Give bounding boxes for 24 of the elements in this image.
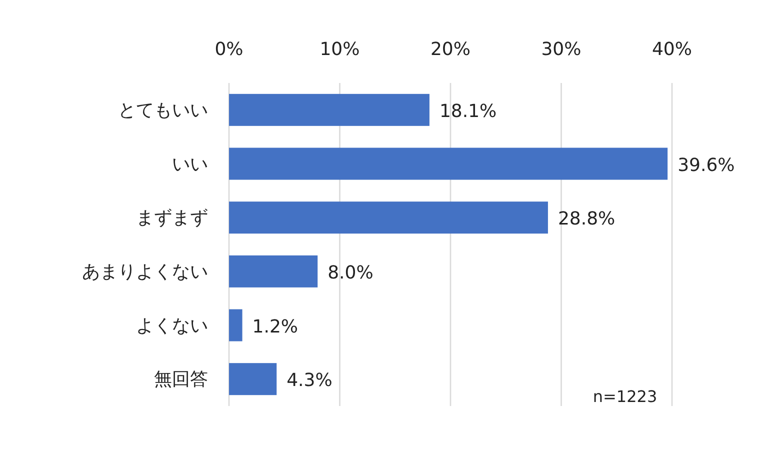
bar [229, 202, 548, 234]
data-label: 1.2% [252, 316, 298, 338]
data-label: 4.3% [286, 370, 332, 392]
x-tick-label: 30% [541, 39, 582, 60]
y-tick-label: よくない [136, 315, 208, 336]
x-tick-label: 40% [652, 39, 692, 60]
bar [229, 255, 318, 288]
data-label: 28.8% [558, 208, 616, 230]
data-label: 18.1% [439, 100, 497, 122]
data-label: 8.0% [328, 262, 374, 284]
bar [229, 363, 277, 396]
bar [229, 309, 242, 342]
x-tick-label: 20% [430, 39, 471, 60]
y-tick-label: いい [172, 154, 208, 175]
y-tick-label: 無回答 [154, 369, 208, 390]
bar [229, 148, 668, 180]
bar [229, 94, 430, 126]
data-label: 39.6% [678, 154, 735, 176]
y-tick-label: あまりよくない [82, 261, 208, 282]
y-tick-label: とてもいい [118, 100, 208, 121]
y-tick-label: まずまず [136, 208, 208, 229]
x-tick-label: 0% [214, 39, 244, 60]
x-tick-label: 10% [320, 39, 360, 60]
annotation: n=1223 [592, 387, 658, 406]
